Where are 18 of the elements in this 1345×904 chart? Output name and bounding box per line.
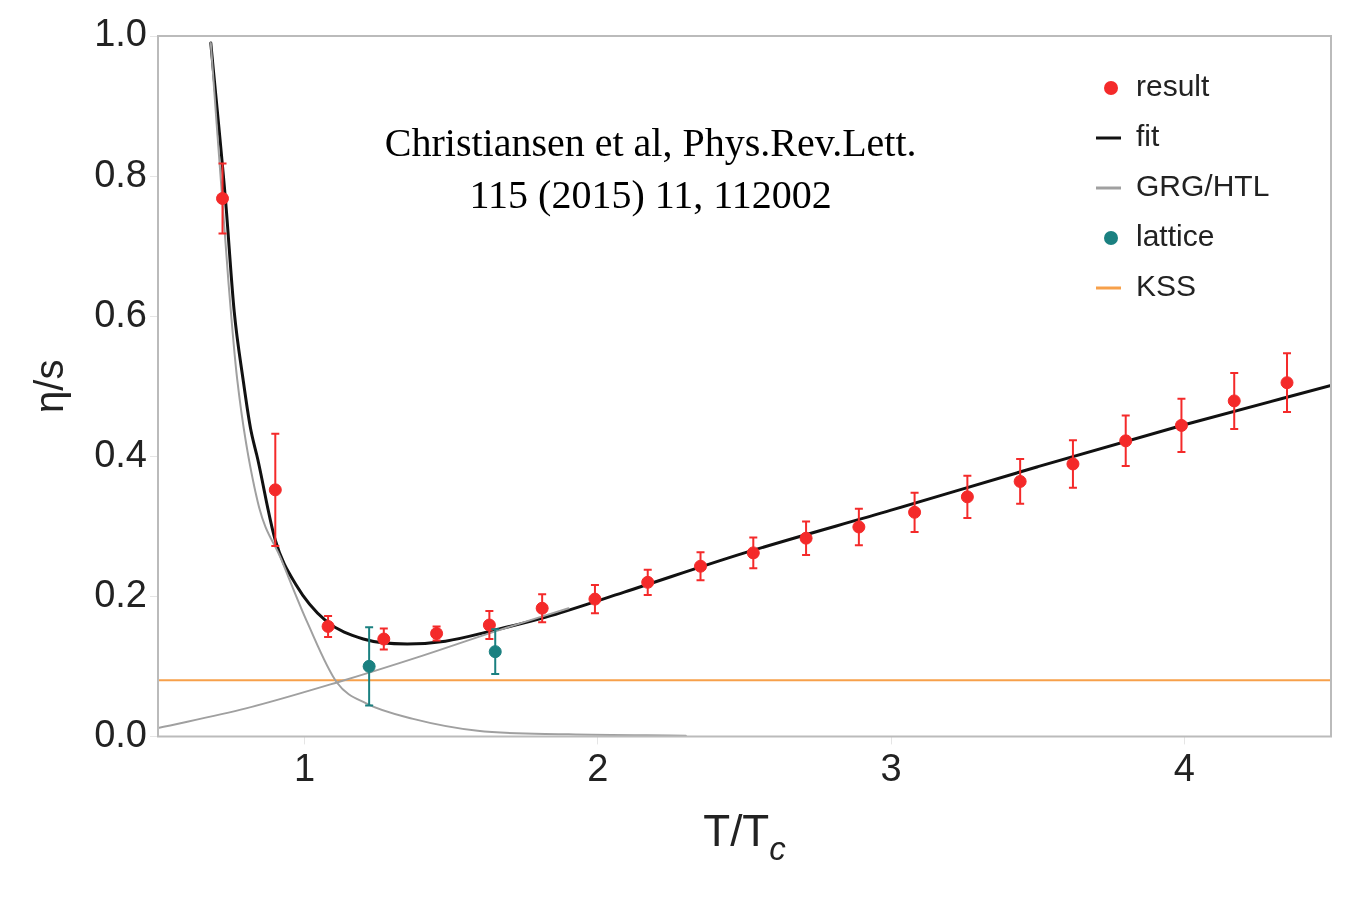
x-tick-label: 3	[880, 746, 902, 789]
y-tick-label: 0.6	[94, 292, 147, 335]
y-tick-label: 0.4	[94, 432, 147, 475]
annotation: Christiansen et al, Phys.Rev.Lett. 115 (2015) 11, 112002	[384, 120, 917, 217]
legend-label: result	[1136, 69, 1211, 103]
y-tick-label: 0.2	[94, 572, 147, 615]
y-tick-label: 0.8	[94, 152, 147, 195]
legend-label: GRG/HTL	[1136, 169, 1270, 203]
x-tick-label: 4	[1173, 746, 1195, 789]
y-tick-label: 0.0	[94, 712, 147, 755]
x-tick-label: 1	[294, 746, 316, 789]
line-series	[209, 41, 1331, 646]
x-tick-label: 2	[587, 746, 609, 789]
y-axis-title: η/s	[27, 359, 71, 413]
legend-label: lattice	[1136, 219, 1215, 253]
legend-label: KSS	[1136, 269, 1197, 303]
legend-label: fit	[1136, 119, 1160, 153]
y-tick-label: 1.0	[94, 12, 147, 55]
